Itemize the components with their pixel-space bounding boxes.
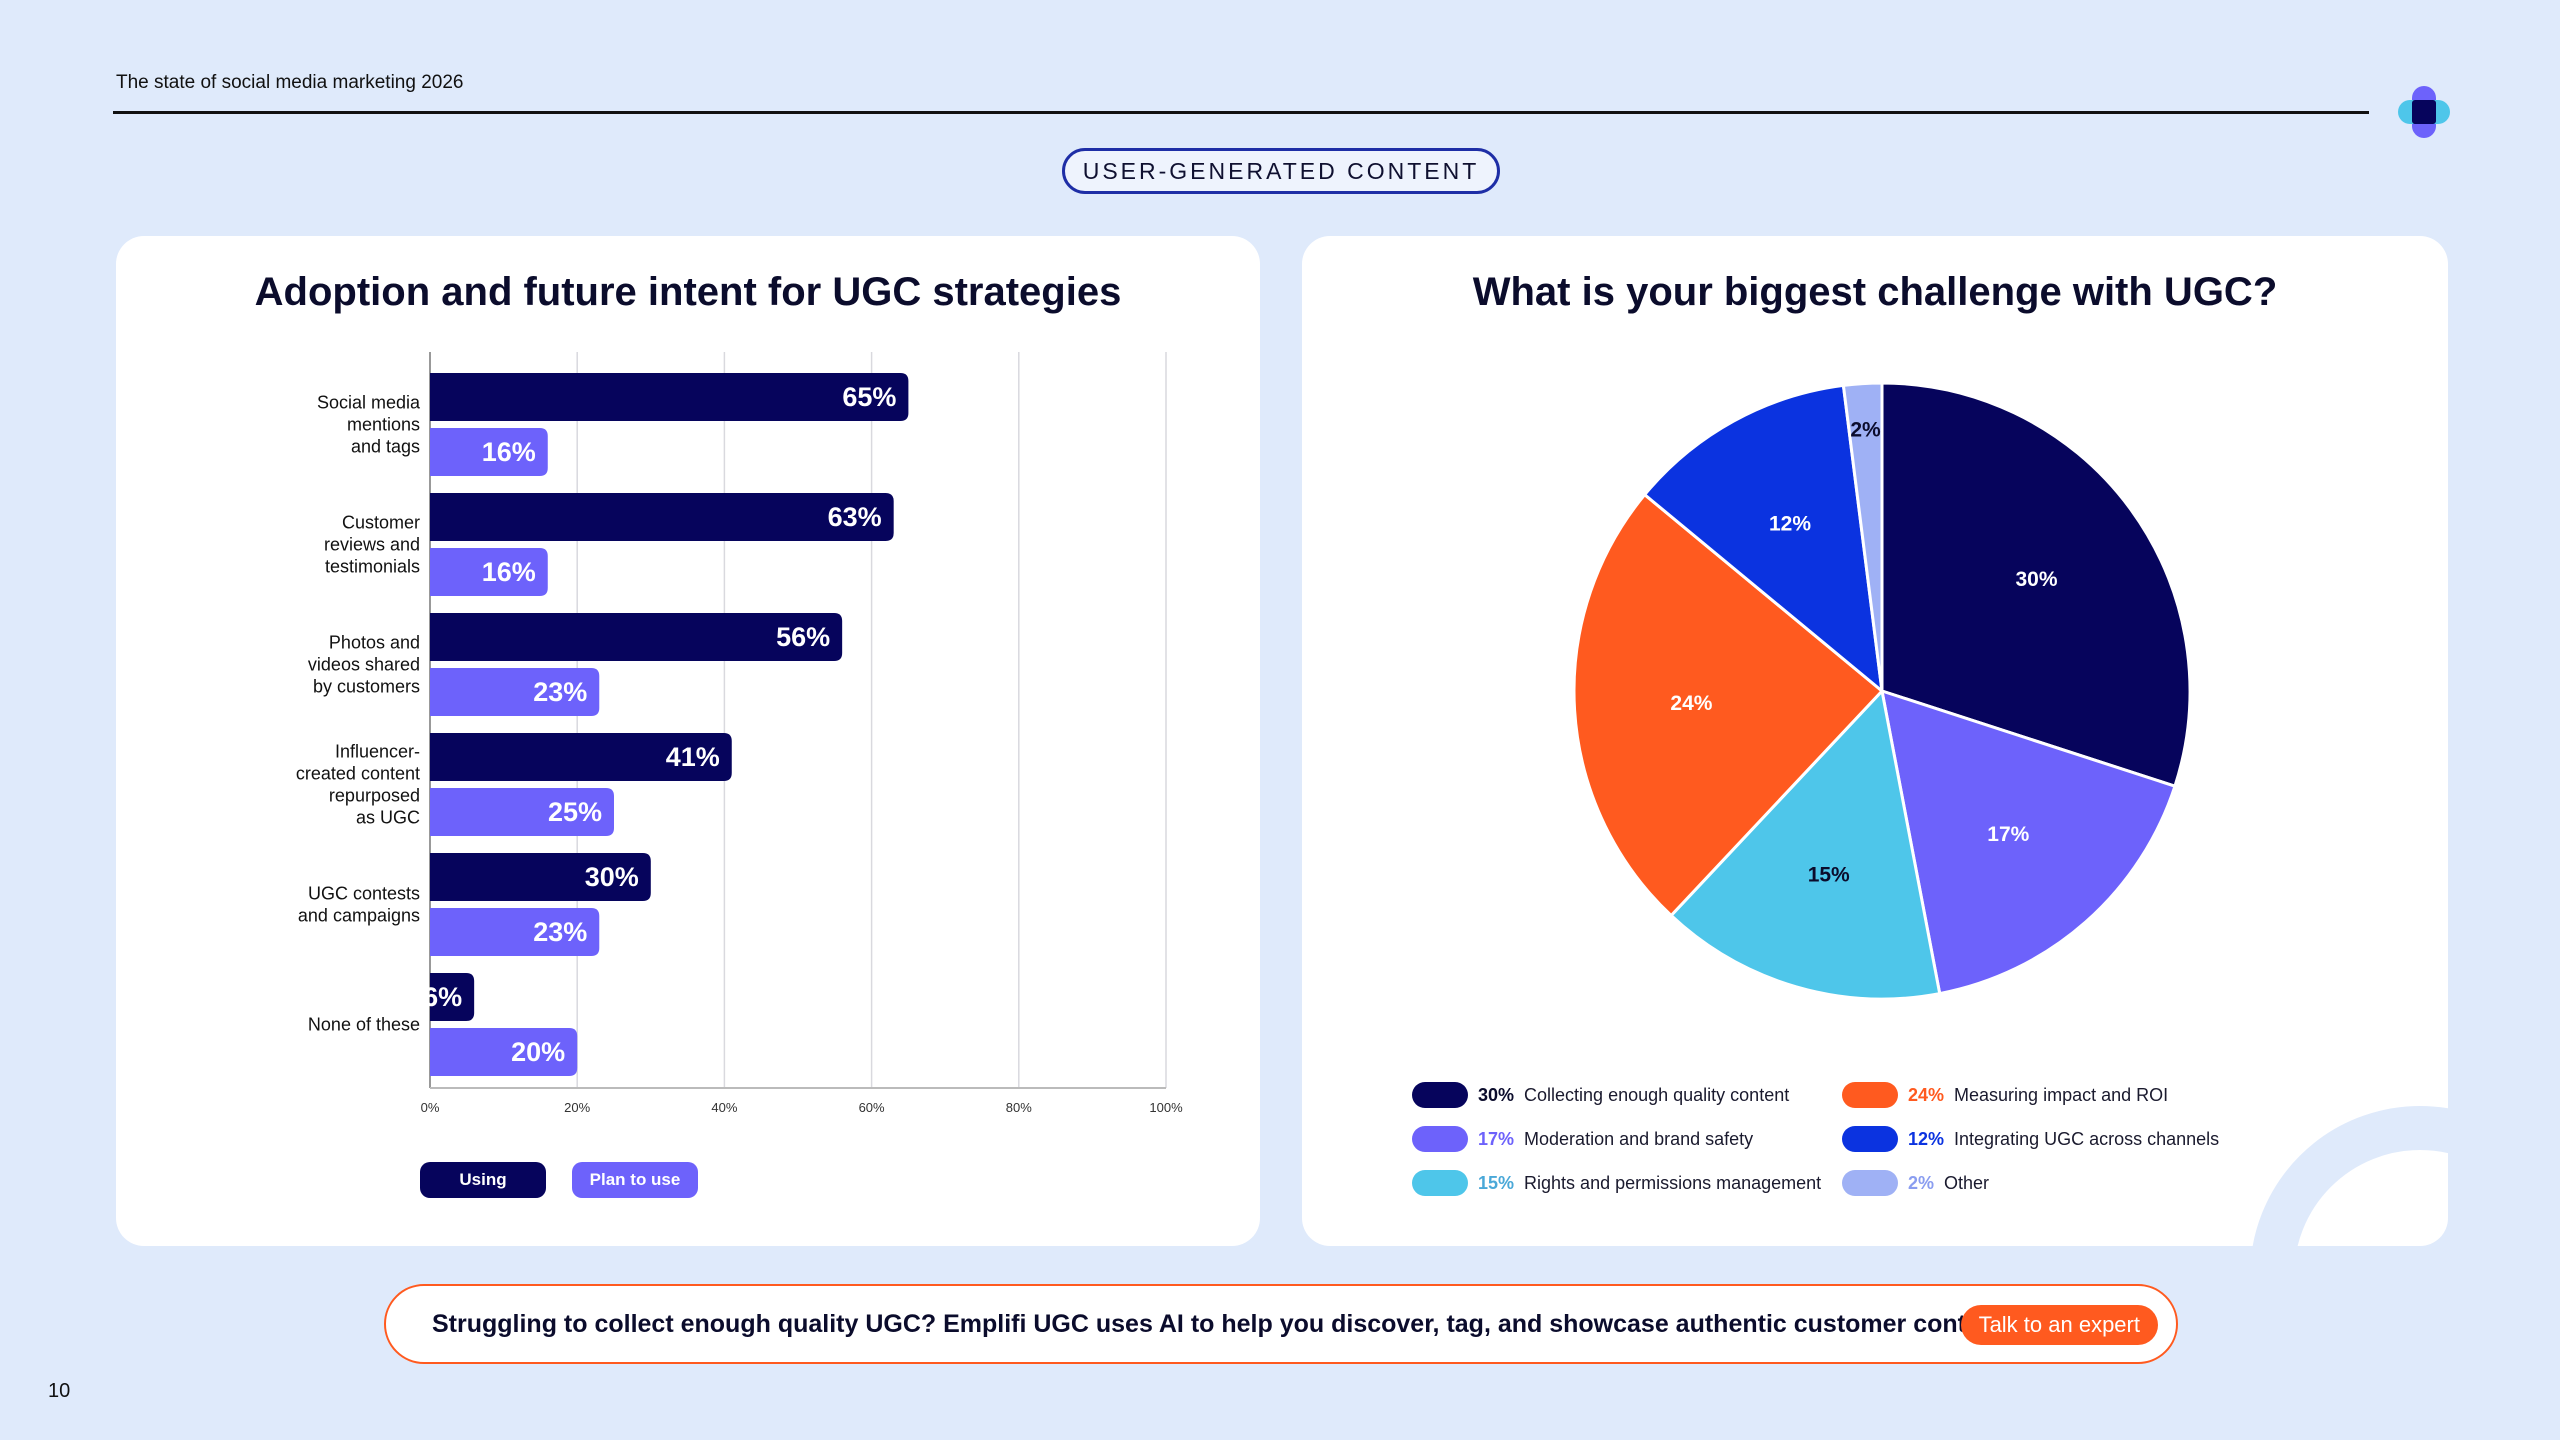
bar-plan-to-use [430, 668, 600, 716]
legend-swatch [1842, 1082, 1898, 1108]
pie-slice [1880, 381, 2192, 789]
pie-legend-item: 15% Rights and permissions management [1412, 1170, 1821, 1196]
bar-chart: 0% 20% 40% 60% 80% 100% Social media mentions an… [296, 352, 1183, 1115]
pie-slice-label: 2% [1850, 419, 1881, 442]
legend-label: Integrating UGC across channels [1954, 1128, 2220, 1149]
bar-value-label: 23% [533, 917, 587, 947]
bar-value-label: 23% [533, 677, 587, 707]
talk-to-expert-button[interactable]: Talk to an expert [1960, 1305, 2158, 1345]
x-tick-label: 80% [1006, 1100, 1032, 1115]
legend-percent: 30% [1478, 1084, 1515, 1105]
bar-using [430, 373, 909, 421]
legend-label: Measuring impact and ROI [1954, 1084, 2169, 1105]
legend-percent: 24% [1908, 1084, 1945, 1105]
legend-swatch [1412, 1170, 1468, 1196]
header-divider [113, 111, 2369, 114]
x-tick-label: 100% [1149, 1100, 1183, 1115]
pie-legend-item: 12% Integrating UGC across channels [1842, 1126, 2219, 1152]
x-tick-label: 60% [859, 1100, 885, 1115]
pie-legend-item: 30% Collecting enough quality content [1412, 1082, 1789, 1108]
x-tick-label: 0% [421, 1100, 440, 1115]
pie-slice-label: 17% [1987, 823, 2029, 846]
pie-slice [1642, 383, 1884, 695]
legend-label: Moderation and brand safety [1524, 1128, 1754, 1149]
bar-using [430, 853, 651, 901]
pie-legend-item: 24% Measuring impact and ROI [1842, 1082, 2168, 1108]
legend-percent: 17% [1478, 1128, 1515, 1149]
legend-label: Rights and permissions management [1524, 1172, 1822, 1193]
section-label: USER-GENERATED CONTENT [1062, 148, 1500, 194]
legend-swatch [1412, 1126, 1468, 1152]
legend-percent: 12% [1908, 1128, 1945, 1149]
pie-slice-label: 24% [1670, 692, 1712, 715]
decorative-arc [2250, 1106, 2448, 1246]
category-label: Influencer-created content repurposed as U… [296, 742, 420, 828]
category-label: None of these [308, 1015, 420, 1035]
bar-chart-title: Adoption and future intent for UGC strat… [254, 270, 1122, 314]
legend-swatch [1412, 1082, 1468, 1108]
category-label: Social media mentions and tags [317, 393, 421, 457]
pie-legend-item: 17% Moderation and brand safety [1412, 1126, 1753, 1152]
pie-slice-label: 15% [1808, 863, 1850, 886]
legend-swatch [1842, 1170, 1898, 1196]
bar-value-label: 63% [828, 502, 882, 532]
cta-text: Struggling to collect enough quality UGC… [432, 1310, 2011, 1338]
pie-legend-item: 2% Other [1842, 1170, 1989, 1196]
bar-chart-card: Adoption and future intent for UGC strat… [116, 236, 1260, 1246]
bar-using [430, 973, 475, 1021]
document-title: The state of social media marketing 2026 [116, 72, 464, 93]
legend-percent: 15% [1478, 1172, 1515, 1193]
bar-plan-to-use [430, 788, 614, 836]
bar-value-label: 16% [482, 557, 536, 587]
bar-plan-to-use [430, 548, 548, 596]
bar-value-label: 65% [842, 382, 896, 412]
pie-slice-label: 30% [2015, 568, 2057, 591]
pie-chart-title: What is your biggest challenge with UGC? [1472, 270, 2278, 314]
bar-value-label: 30% [585, 862, 639, 892]
legend-using[interactable]: Using [420, 1162, 546, 1198]
bar-plan-to-use [430, 1028, 578, 1076]
bar-value-label: 56% [776, 622, 830, 652]
pie-slice [1669, 687, 1942, 1001]
pie-slice [1572, 492, 1885, 918]
bar-value-label: 16% [482, 437, 536, 467]
bar-value-label: 6% [423, 982, 462, 1012]
pie-chart-card: What is your biggest challenge with UGC?… [1302, 236, 2448, 1246]
bar-value-label: 20% [511, 1037, 565, 1067]
bar-plan-to-use [430, 428, 548, 476]
emplifi-logo-icon [2398, 86, 2450, 138]
pie-slice [1880, 688, 2177, 996]
bar-plan-to-use [430, 908, 600, 956]
x-tick-label: 20% [564, 1100, 590, 1115]
x-tick-label: 40% [711, 1100, 737, 1115]
cta-banner: Struggling to collect enough quality UGC… [384, 1284, 2178, 1364]
legend-percent: 2% [1908, 1172, 1935, 1193]
pie-slice [1841, 381, 1884, 692]
bar-using [430, 613, 843, 661]
bar-value-label: 25% [548, 797, 602, 827]
bar-using [430, 493, 894, 541]
legend-label: Other [1944, 1172, 1990, 1193]
category-label: UGC contests and campaigns [298, 884, 420, 926]
pie-slice-label: 12% [1769, 513, 1811, 536]
category-label: Photos and videos shared by customers [308, 633, 420, 697]
category-label: Customer reviews and testimonials [324, 513, 420, 577]
legend-swatch [1842, 1126, 1898, 1152]
bar-using [430, 733, 732, 781]
bar-value-label: 41% [666, 742, 720, 772]
page-number: 10 [48, 1380, 71, 1402]
legend-plan-to-use[interactable]: Plan to use [572, 1162, 698, 1198]
legend-label: Collecting enough quality content [1524, 1084, 1790, 1105]
pie-chart: 30% 17% 15% 24% 12% 2% [1572, 381, 2192, 1001]
